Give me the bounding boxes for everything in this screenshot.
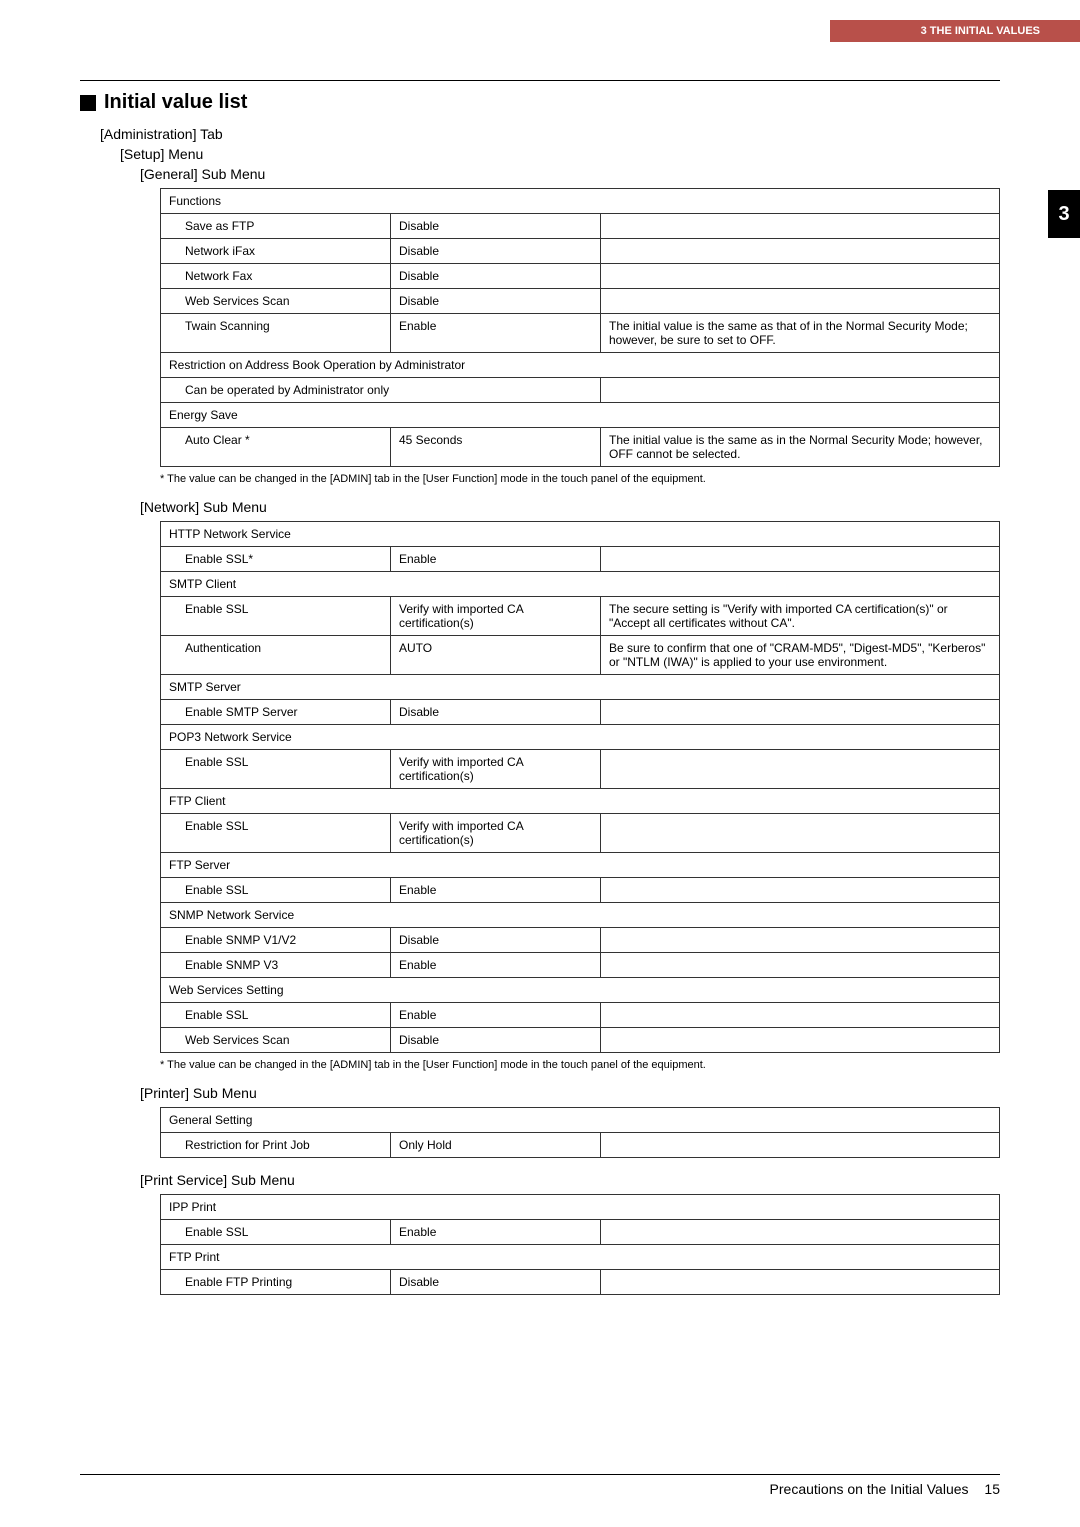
table-cell bbox=[601, 1133, 1000, 1158]
printservice-submenu-label: [Print Service] Sub Menu bbox=[140, 1172, 1000, 1188]
table-cell bbox=[601, 750, 1000, 789]
table-cell: Enable SNMP V3 bbox=[161, 953, 391, 978]
table-cell: Disable bbox=[391, 1270, 601, 1295]
general-submenu-label: [General] Sub Menu bbox=[140, 166, 1000, 182]
section-title: Initial value list bbox=[80, 91, 1000, 114]
smtp-server-header: SMTP Server bbox=[161, 675, 1000, 700]
table-cell bbox=[601, 700, 1000, 725]
restriction-header: Restriction on Address Book Operation by… bbox=[161, 353, 1000, 378]
footer-title: Precautions on the Initial Values bbox=[770, 1481, 969, 1497]
admin-tab-label: [Administration] Tab bbox=[100, 126, 1000, 142]
table-cell bbox=[601, 547, 1000, 572]
table-cell: Enable SSL bbox=[161, 750, 391, 789]
printservice-table: IPP Print Enable SSLEnable FTP Print Ena… bbox=[160, 1194, 1000, 1295]
table-cell: The initial value is the same as in the … bbox=[601, 428, 1000, 467]
footer: Precautions on the Initial Values 15 bbox=[80, 1474, 1000, 1497]
ftp-print-header: FTP Print bbox=[161, 1245, 1000, 1270]
ws-header: Web Services Setting bbox=[161, 978, 1000, 1003]
network-submenu-label: [Network] Sub Menu bbox=[140, 499, 1000, 515]
table-cell: Disable bbox=[391, 214, 601, 239]
table-cell: Verify with imported CA certification(s) bbox=[391, 814, 601, 853]
table-cell: Enable FTP Printing bbox=[161, 1270, 391, 1295]
table-cell: Enable SSL bbox=[161, 1003, 391, 1028]
table-cell bbox=[601, 1028, 1000, 1053]
table-cell: Verify with imported CA certification(s) bbox=[391, 597, 601, 636]
http-header: HTTP Network Service bbox=[161, 522, 1000, 547]
table-cell: Enable SSL bbox=[161, 814, 391, 853]
ftp-client-header: FTP Client bbox=[161, 789, 1000, 814]
energy-save-header: Energy Save bbox=[161, 403, 1000, 428]
table-cell: Disable bbox=[391, 1028, 601, 1053]
general-setting-header: General Setting bbox=[161, 1108, 1000, 1133]
table-cell: AUTO bbox=[391, 636, 601, 675]
table-cell: Disable bbox=[391, 239, 601, 264]
table-cell bbox=[601, 928, 1000, 953]
table-cell: Network iFax bbox=[161, 239, 391, 264]
snmp-header: SNMP Network Service bbox=[161, 903, 1000, 928]
table-cell: Web Services Scan bbox=[161, 289, 391, 314]
setup-menu-label: [Setup] Menu bbox=[120, 146, 1000, 162]
table-cell bbox=[601, 878, 1000, 903]
chapter-header: 3 THE INITIAL VALUES bbox=[830, 20, 1080, 42]
content: Initial value list [Administration] Tab … bbox=[80, 80, 1000, 1301]
table-cell: Enable SSL bbox=[161, 597, 391, 636]
table-cell bbox=[601, 814, 1000, 853]
table-cell: Disable bbox=[391, 289, 601, 314]
pop3-header: POP3 Network Service bbox=[161, 725, 1000, 750]
table-cell bbox=[601, 289, 1000, 314]
table-cell: Enable SNMP V1/V2 bbox=[161, 928, 391, 953]
printer-table: General Setting Restriction for Print Jo… bbox=[160, 1107, 1000, 1158]
table-cell bbox=[601, 1003, 1000, 1028]
smtp-client-header: SMTP Client bbox=[161, 572, 1000, 597]
table-cell: The secure setting is "Verify with impor… bbox=[601, 597, 1000, 636]
table-cell: Enable bbox=[391, 953, 601, 978]
general-table: Functions Save as FTPDisable Network iFa… bbox=[160, 188, 1000, 467]
title-text: Initial value list bbox=[104, 91, 247, 114]
table-cell: Twain Scanning bbox=[161, 314, 391, 353]
table-cell: Enable SSL* bbox=[161, 547, 391, 572]
table-cell bbox=[601, 1270, 1000, 1295]
table-cell: Disable bbox=[391, 700, 601, 725]
top-rule bbox=[80, 80, 1000, 81]
page-number: 15 bbox=[984, 1481, 1000, 1497]
table-cell: Enable SSL bbox=[161, 1220, 391, 1245]
table-cell: Disable bbox=[391, 264, 601, 289]
table-cell: Verify with imported CA certification(s) bbox=[391, 750, 601, 789]
table-cell: Save as FTP bbox=[161, 214, 391, 239]
network-table: HTTP Network Service Enable SSL*Enable S… bbox=[160, 521, 1000, 1053]
table-cell: Authentication bbox=[161, 636, 391, 675]
footnote-1: * The value can be changed in the [ADMIN… bbox=[160, 473, 1000, 485]
table-cell: 45 Seconds bbox=[391, 428, 601, 467]
table-cell: Enable bbox=[391, 1003, 601, 1028]
table-cell: Enable SMTP Server bbox=[161, 700, 391, 725]
ftp-server-header: FTP Server bbox=[161, 853, 1000, 878]
functions-header: Functions bbox=[161, 189, 1000, 214]
table-cell: Restriction for Print Job bbox=[161, 1133, 391, 1158]
table-cell bbox=[601, 239, 1000, 264]
printer-submenu-label: [Printer] Sub Menu bbox=[140, 1085, 1000, 1101]
table-cell: Disable bbox=[391, 928, 601, 953]
table-cell: Enable bbox=[391, 878, 601, 903]
table-cell bbox=[601, 378, 1000, 403]
ipp-header: IPP Print bbox=[161, 1195, 1000, 1220]
table-cell bbox=[601, 214, 1000, 239]
table-cell: The initial value is the same as that of… bbox=[601, 314, 1000, 353]
table-cell: Be sure to confirm that one of "CRAM-MD5… bbox=[601, 636, 1000, 675]
table-cell bbox=[601, 1220, 1000, 1245]
table-cell bbox=[601, 264, 1000, 289]
table-cell bbox=[601, 953, 1000, 978]
side-tab: 3 bbox=[1048, 190, 1080, 238]
restriction-row: Can be operated by Administrator only bbox=[161, 378, 601, 403]
table-cell: Network Fax bbox=[161, 264, 391, 289]
table-cell: Only Hold bbox=[391, 1133, 601, 1158]
table-cell: Auto Clear * bbox=[161, 428, 391, 467]
square-icon bbox=[80, 95, 96, 111]
table-cell: Enable bbox=[391, 314, 601, 353]
table-cell: Web Services Scan bbox=[161, 1028, 391, 1053]
footnote-2: * The value can be changed in the [ADMIN… bbox=[160, 1059, 1000, 1071]
table-cell: Enable SSL bbox=[161, 878, 391, 903]
table-cell: Enable bbox=[391, 547, 601, 572]
table-cell: Enable bbox=[391, 1220, 601, 1245]
